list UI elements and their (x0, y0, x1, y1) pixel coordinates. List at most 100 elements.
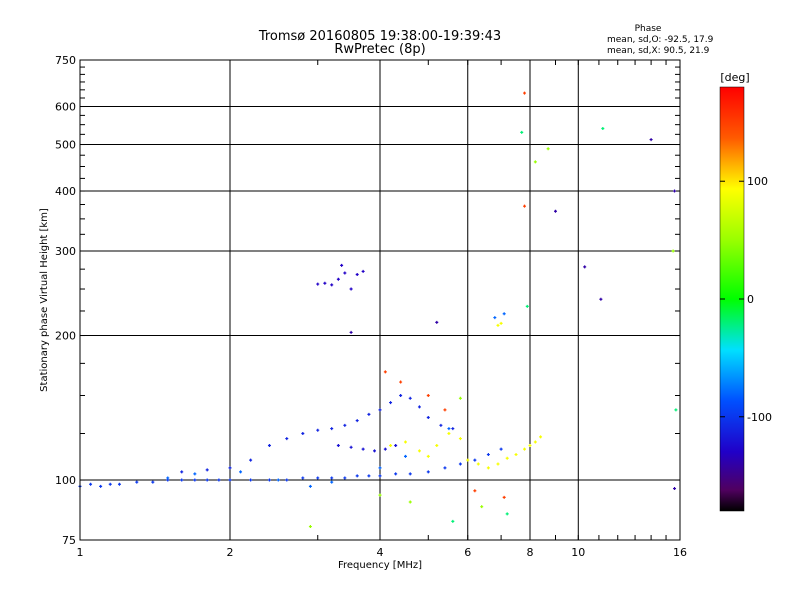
data-point (180, 470, 184, 474)
data-point (523, 204, 527, 208)
data-point (399, 380, 403, 384)
data-point (349, 287, 353, 291)
data-point (301, 476, 305, 480)
data-point (473, 489, 477, 493)
data-point (316, 428, 320, 432)
data-point (546, 147, 550, 151)
data-point (493, 316, 497, 320)
data-point (394, 444, 398, 448)
data-point (373, 449, 377, 453)
data-points (78, 91, 678, 529)
data-point (514, 453, 518, 457)
data-point (336, 277, 340, 281)
data-point (502, 312, 506, 316)
data-point (378, 408, 382, 412)
data-point (394, 472, 398, 476)
series-1 (180, 394, 455, 474)
data-point (496, 462, 500, 466)
data-point (316, 476, 320, 480)
data-point (674, 408, 678, 412)
data-point (649, 138, 653, 142)
data-point (267, 444, 271, 448)
data-point (378, 466, 382, 470)
x-tick-label: 4 (377, 546, 384, 559)
y-tick-label: 100 (55, 474, 76, 487)
data-point (108, 482, 112, 486)
data-point (267, 478, 271, 482)
data-point (435, 320, 439, 324)
data-point (486, 466, 490, 470)
series-7 (308, 147, 675, 529)
data-point (466, 458, 470, 462)
data-point (399, 394, 403, 398)
series-4 (166, 312, 506, 488)
x-tick-label: 16 (673, 546, 687, 559)
data-point (439, 423, 443, 427)
data-point (205, 468, 209, 472)
data-point (417, 449, 421, 453)
series-2 (336, 444, 398, 453)
y-tick-label: 500 (55, 139, 76, 152)
phase-heading: Phase (635, 24, 662, 34)
data-point (443, 466, 447, 470)
data-point (533, 440, 537, 444)
data-point (336, 444, 340, 448)
data-point (193, 472, 197, 476)
data-point (480, 505, 484, 509)
data-point (349, 445, 353, 449)
data-point (205, 478, 209, 482)
data-point (355, 273, 359, 277)
series-8 (451, 126, 678, 523)
data-point (408, 396, 412, 400)
data-point (349, 330, 353, 334)
data-point (673, 487, 677, 491)
x-tick-label: 10 (571, 546, 585, 559)
data-point (499, 321, 503, 325)
y-tick-label: 750 (55, 54, 76, 67)
data-point (135, 480, 139, 484)
data-point (458, 437, 462, 441)
x-axis-label: Frequency [MHz] (338, 560, 422, 571)
series-0 (78, 447, 503, 488)
data-point (330, 427, 334, 431)
data-point (367, 474, 371, 478)
data-point (383, 447, 387, 451)
series-5 (389, 321, 543, 470)
phase-stats-o: mean, sd,O: -92.5, 17.9 (607, 35, 714, 45)
data-point (340, 263, 344, 267)
data-point (599, 297, 603, 301)
data-point (426, 470, 430, 474)
data-point (451, 427, 455, 431)
data-point (343, 271, 347, 275)
data-point (447, 427, 451, 431)
data-point (426, 415, 430, 419)
data-point (583, 265, 587, 269)
phase-stats-x: mean, sd,X: 90.5, 21.9 (607, 46, 710, 56)
data-point (316, 282, 320, 286)
y-tick-label: 400 (55, 185, 76, 198)
data-point (443, 408, 447, 412)
data-point (458, 462, 462, 466)
data-point (285, 437, 289, 441)
data-point (89, 482, 93, 486)
x-tick-label: 6 (464, 546, 471, 559)
y-tick-label: 300 (55, 245, 76, 258)
data-point (671, 249, 675, 253)
data-point (383, 370, 387, 374)
data-point (408, 500, 412, 504)
data-point (285, 478, 289, 482)
data-point (496, 323, 500, 327)
data-point (228, 478, 232, 482)
data-point (502, 495, 506, 499)
x-tick-label: 1 (77, 546, 84, 559)
data-point (505, 456, 509, 460)
data-point (528, 444, 532, 448)
data-point (403, 440, 407, 444)
y-tick-label: 200 (55, 330, 76, 343)
chart-subtitle: RwPretec (8p) (334, 42, 425, 57)
data-point (523, 447, 527, 451)
data-point (355, 419, 359, 423)
colorbar-tick-label: 100 (747, 175, 768, 188)
data-point (308, 525, 312, 529)
colorbar-tick-label: -100 (747, 411, 772, 424)
